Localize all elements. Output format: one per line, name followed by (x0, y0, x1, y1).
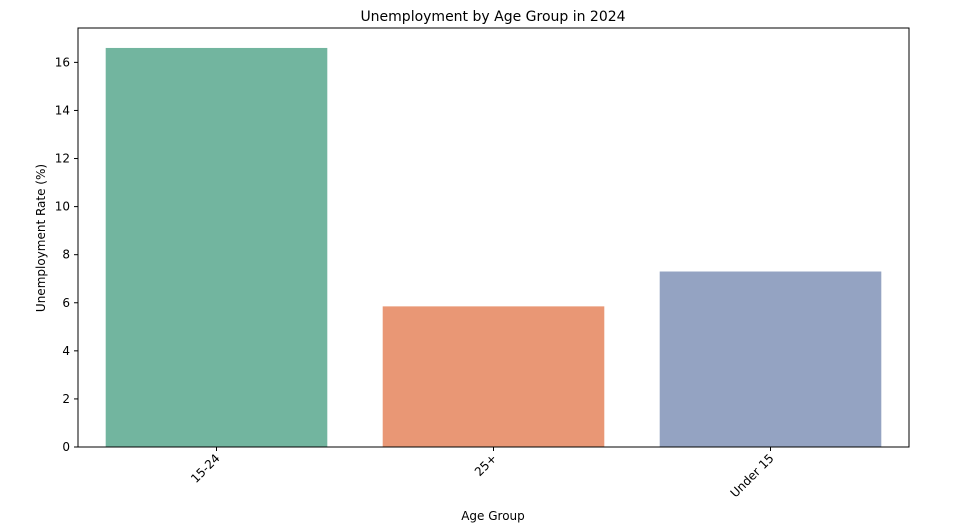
x-axis-label: Age Group (461, 509, 525, 523)
chart-title: Unemployment by Age Group in 2024 (360, 9, 625, 25)
bars-group (105, 47, 882, 447)
y-tick-label: 8 (62, 248, 70, 262)
y-tick-label: 0 (62, 440, 70, 454)
x-tick-label: Under 15 (728, 451, 777, 500)
y-axis: 0 2 4 6 8 10 12 14 16 (55, 55, 78, 454)
bar-15-24 (105, 47, 328, 447)
bar-25- (382, 306, 605, 447)
y-tick-label: 4 (62, 344, 70, 358)
y-axis-label: Unemployment Rate (%) (34, 164, 48, 312)
y-tick-label: 2 (62, 392, 70, 406)
x-tick-label: 25+ (472, 451, 500, 479)
y-tick-label: 12 (55, 152, 70, 166)
plot-frame (77, 27, 910, 448)
x-tick-label: 15-24 (188, 451, 223, 486)
bar-under-15 (659, 271, 882, 447)
y-tick-label: 6 (62, 296, 70, 310)
y-tick-label: 14 (55, 103, 70, 117)
x-axis: 15-24 25+ Under 15 (188, 447, 777, 500)
y-tick-label: 16 (55, 55, 70, 69)
y-tick-label: 10 (55, 200, 70, 214)
